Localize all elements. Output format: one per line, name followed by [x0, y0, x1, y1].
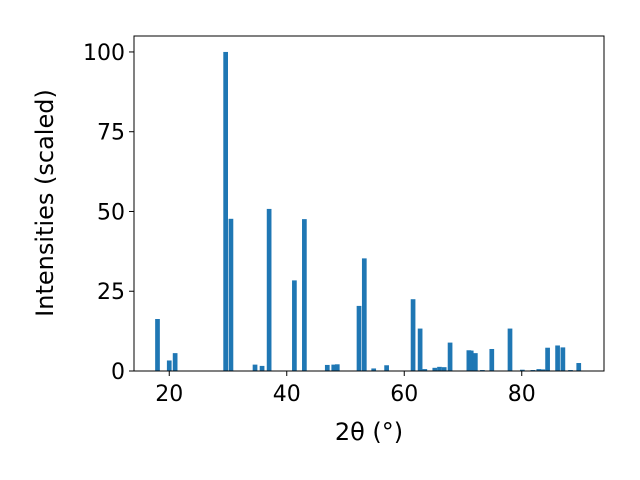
bar: [468, 350, 474, 371]
bar: [172, 353, 178, 371]
bar: [266, 208, 272, 371]
bar: [331, 364, 337, 371]
bar: [441, 367, 447, 371]
bar: [472, 353, 478, 371]
bar: [540, 369, 546, 371]
bar: [417, 328, 423, 371]
bar: [519, 369, 525, 371]
bar: [252, 364, 258, 371]
bar: [447, 342, 453, 371]
bar: [507, 328, 513, 371]
x-axis: 20 40 60 80: [155, 371, 536, 407]
bar: [432, 367, 438, 371]
bars-group: [155, 51, 582, 371]
bar: [361, 258, 367, 371]
y-tick-label: 50: [97, 200, 125, 225]
x-tick-label: 20: [155, 382, 183, 407]
bar: [437, 366, 442, 371]
bar: [324, 364, 330, 371]
bar: [223, 51, 228, 371]
y-tick-label: 75: [97, 121, 125, 146]
y-axis: 0 25 50 75 100: [83, 41, 134, 385]
bar: [555, 345, 560, 371]
bar: [166, 360, 172, 371]
bar: [560, 347, 566, 371]
bar: [334, 364, 340, 371]
bar: [466, 350, 472, 371]
bar: [228, 218, 234, 371]
bar: [536, 369, 542, 371]
bar: [356, 305, 362, 371]
y-tick-label: 100: [83, 41, 125, 66]
bar: [259, 365, 265, 371]
bar: [384, 365, 389, 371]
bar: [292, 280, 297, 371]
bar: [410, 299, 416, 371]
x-tick-label: 80: [508, 382, 536, 407]
bar: [371, 368, 377, 371]
bar: [576, 363, 582, 371]
y-tick-label: 25: [97, 280, 125, 305]
bar: [422, 369, 428, 371]
bar: [302, 219, 307, 371]
bar: [155, 319, 160, 371]
y-axis-label: Intensities (scaled): [31, 89, 59, 317]
x-tick-label: 40: [273, 382, 301, 407]
x-tick-label: 60: [390, 382, 418, 407]
y-tick-label: 0: [111, 360, 125, 385]
plot-frame: [133, 35, 605, 372]
bar: [545, 347, 550, 371]
bar: [489, 348, 495, 371]
x-axis-label: 2θ (°): [335, 418, 403, 446]
